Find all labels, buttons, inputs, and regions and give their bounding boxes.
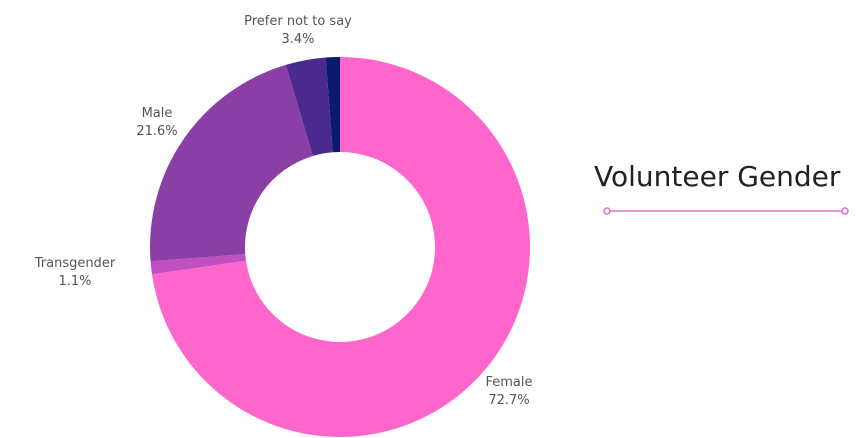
slice-transgender [150, 254, 246, 275]
slice-prefer-not-to-say [285, 57, 333, 156]
slice-value-male: 21.6% [136, 124, 177, 139]
slices-layer [150, 57, 531, 438]
title-underline-right-dot [841, 207, 849, 215]
labels-layer: Female 72.7% Transgender 1.1% Male 21.6% Prefe… [34, 14, 533, 408]
slice-male [150, 64, 313, 262]
slice-value-female: 72.7% [488, 393, 529, 408]
slice-label-transgender: Transgender [34, 256, 116, 271]
slice-female [151, 57, 531, 438]
slice-unlabeled-4 [325, 57, 340, 153]
slice-label-prefer-not-to-say: Prefer not to say [244, 14, 352, 29]
slice-label-male: Male [142, 106, 173, 121]
slice-value-prefer-not-to-say: 3.4% [281, 32, 314, 47]
slice-label-female: Female [485, 375, 532, 390]
slice-value-transgender: 1.1% [58, 274, 91, 289]
chart-title: Volunteer Gender [594, 160, 841, 193]
title-underline-left-dot [603, 207, 611, 215]
title-underline [603, 207, 849, 215]
